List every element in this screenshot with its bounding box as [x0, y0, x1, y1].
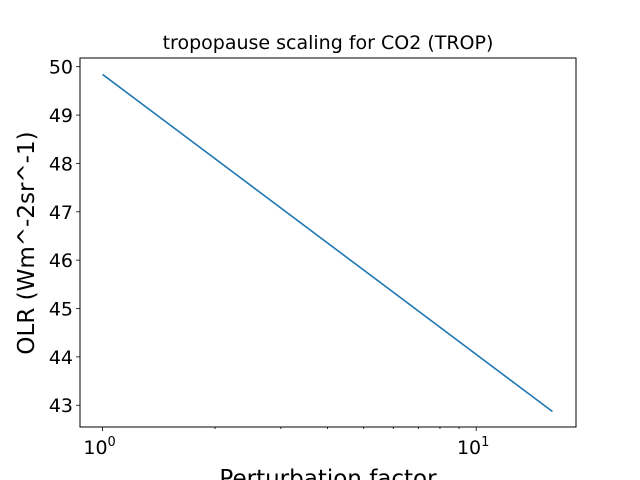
x-tick-exponent: 0 [108, 435, 116, 450]
y-tick-label: 46 [49, 250, 73, 272]
y-tick-label: 45 [49, 299, 73, 321]
x-minor-ticks [214, 427, 460, 429]
series-line [102, 73, 553, 413]
y-tick-label: 44 [49, 347, 73, 369]
x-tick-exponent: 1 [481, 435, 489, 450]
y-tick-label: 49 [49, 105, 73, 127]
y-tick-label: 48 [49, 153, 73, 175]
x-tick-label: 100 [83, 435, 115, 459]
x-tick-base: 10 [83, 437, 107, 459]
y-tick-label: 50 [49, 57, 73, 79]
x-major-ticks: 100 101 [83, 427, 489, 459]
y-axis-label: OLR (Wm^-2sr^-1) [14, 131, 40, 354]
y-tick-label: 47 [49, 202, 73, 224]
y-tick-label: 43 [49, 395, 73, 417]
x-tick-label: 101 [457, 435, 489, 459]
x-tick-base: 10 [457, 437, 481, 459]
x-axis-label: Perturbation factor [219, 466, 437, 480]
y-ticks: 43 44 45 46 47 48 49 50 [49, 57, 80, 417]
chart-title: tropopause scaling for CO2 (TROP) [163, 32, 494, 54]
series-layer [102, 73, 553, 413]
